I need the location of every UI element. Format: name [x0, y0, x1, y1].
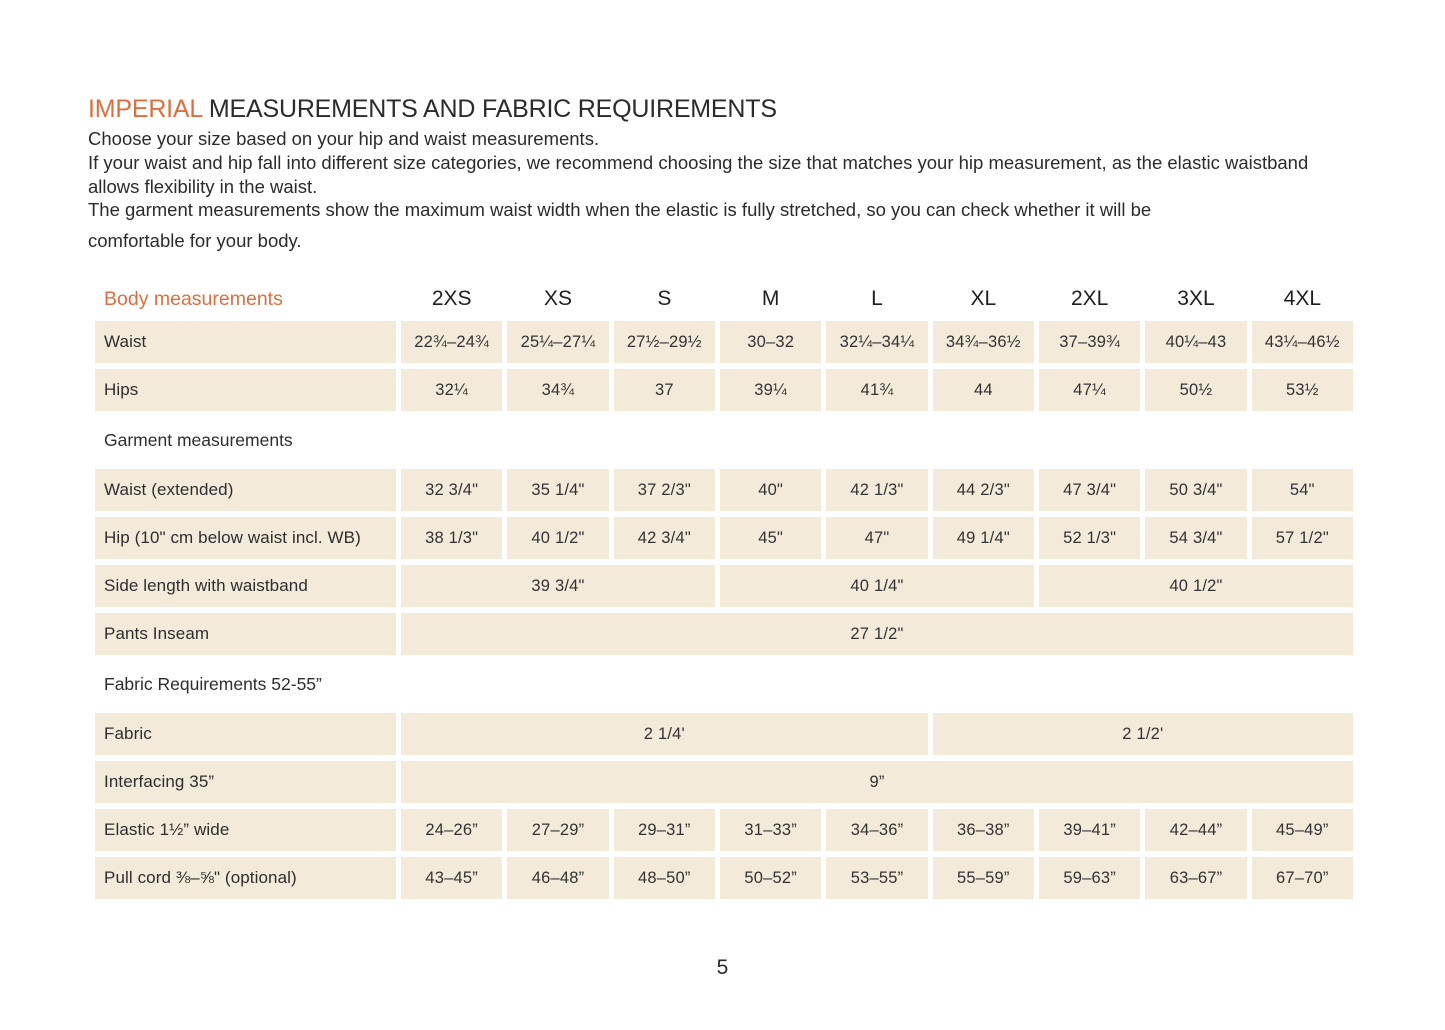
- side-length-value-2xl-4xl: 40 1/2": [1039, 565, 1353, 607]
- waist-extended-value-xl: 44 2/3": [932, 469, 1034, 511]
- pull-cord-value-2xs: 43–45”: [401, 857, 503, 899]
- intro-text: Choose your size based on your hip and w…: [88, 127, 1358, 253]
- side-length-value-2xs-s: 39 3/4": [401, 565, 715, 607]
- hip-below-value-3xl: 54 3/4": [1145, 517, 1247, 559]
- row-label-interfacing: Interfacing 35”: [95, 761, 396, 803]
- pants-inseam-value-all-sizes: 27 1/2": [401, 613, 1353, 655]
- waist-value-xl: 34¾–36½: [932, 321, 1034, 363]
- row-label-fabric: Fabric: [95, 713, 396, 755]
- pull-cord-value-xs: 46–48”: [507, 857, 609, 899]
- waist-extended-value-m: 40": [720, 469, 822, 511]
- waist-value-m: 30–32: [720, 321, 822, 363]
- row-label-side-length: Side length with waistband: [95, 565, 396, 607]
- hips-value-2xl: 47¼: [1039, 369, 1141, 411]
- page-title-highlight: IMPERIAL: [88, 95, 203, 123]
- waist-extended-value-4xl: 54": [1251, 469, 1353, 511]
- hips-value-s: 37: [613, 369, 715, 411]
- row-label-elastic: Elastic 1½” wide: [95, 809, 396, 851]
- pull-cord-value-l: 53–55”: [826, 857, 928, 899]
- size-column-header-4xl: 4XL: [1283, 287, 1322, 310]
- row-label-waist-extended: Waist (extended): [95, 469, 396, 511]
- page-title: IMPERIAL MEASUREMENTS AND FABRIC REQUIRE…: [88, 94, 1358, 124]
- hips-value-xs: 34¾: [507, 369, 609, 411]
- table-header-body-measurements: Body measurements: [104, 287, 283, 310]
- row-label-hip-below-waist: Hip (10" cm below waist incl. WB): [95, 517, 396, 559]
- hips-value-2xs: 32¼: [401, 369, 503, 411]
- pull-cord-value-xl: 55–59”: [932, 857, 1034, 899]
- hips-value-xl: 44: [932, 369, 1034, 411]
- section-header-fabric-requirements: Fabric Requirements 52-55”: [104, 673, 322, 694]
- page-number: 5: [716, 956, 729, 979]
- pull-cord-value-4xl: 67–70”: [1251, 857, 1353, 899]
- pull-cord-value-s: 48–50”: [613, 857, 715, 899]
- page-title-rest: MEASUREMENTS AND FABRIC REQUIREMENTS: [202, 95, 777, 123]
- size-column-header-xs: XS: [543, 287, 572, 310]
- elastic-value-2xs: 24–26”: [401, 809, 503, 851]
- size-column-header-m: M: [761, 287, 780, 310]
- interfacing-value-all-sizes: 9”: [401, 761, 1353, 803]
- intro-paragraph-3: The garment measurements show the maximu…: [88, 198, 1333, 253]
- size-column-header-2xs: 2XS: [431, 287, 472, 310]
- intro-paragraph-2: If your waist and hip fall into differen…: [88, 151, 1309, 197]
- waist-extended-value-xs: 35 1/4": [507, 469, 609, 511]
- elastic-value-4xl: 45–49”: [1251, 809, 1353, 851]
- hip-below-value-2xs: 38 1/3": [401, 517, 503, 559]
- size-column-header-2xl: 2XL: [1070, 287, 1109, 310]
- fabric-value-xl-4xl: 2 1/2': [932, 713, 1353, 755]
- hips-value-m: 39¼: [720, 369, 822, 411]
- size-column-header-3xl: 3XL: [1177, 287, 1215, 310]
- row-label-waist: Waist: [95, 321, 396, 363]
- waist-value-xs: 25¼–27¼: [507, 321, 609, 363]
- hips-value-3xl: 50½: [1145, 369, 1247, 411]
- waist-extended-value-s: 37 2/3": [613, 469, 715, 511]
- hip-below-value-xl: 49 1/4": [932, 517, 1034, 559]
- hip-below-value-s: 42 3/4": [613, 517, 715, 559]
- waist-extended-value-l: 42 1/3": [826, 469, 928, 511]
- hips-value-4xl: 53½: [1251, 369, 1353, 411]
- fabric-value-2xs-l: 2 1/4': [401, 713, 928, 755]
- waist-value-3xl: 40¼–43: [1145, 321, 1247, 363]
- elastic-value-3xl: 42–44”: [1145, 809, 1247, 851]
- intro-paragraph-1: Choose your size based on your hip and w…: [88, 128, 600, 149]
- hip-below-value-l: 47": [826, 517, 928, 559]
- pull-cord-value-2xl: 59–63”: [1039, 857, 1141, 899]
- waist-value-2xl: 37–39¾: [1039, 321, 1141, 363]
- hip-below-value-xs: 40 1/2": [507, 517, 609, 559]
- hip-below-value-2xl: 52 1/3": [1039, 517, 1141, 559]
- pull-cord-value-3xl: 63–67”: [1145, 857, 1247, 899]
- intro-paragraph-3-tail: comfortable for your body.: [88, 230, 302, 252]
- measurements-table: Body measurements 2XS XS S M L XL 2XL 3X…: [95, 283, 1353, 899]
- waist-extended-value-3xl: 50 3/4": [1145, 469, 1247, 511]
- elastic-value-l: 34–36”: [826, 809, 928, 851]
- hips-value-l: 41¾: [826, 369, 928, 411]
- side-length-value-m-xl: 40 1/4": [720, 565, 1034, 607]
- waist-extended-value-2xl: 47 3/4": [1039, 469, 1141, 511]
- pull-cord-value-m: 50–52”: [720, 857, 822, 899]
- intro-paragraph-3-head: The garment measurements show the maximu…: [88, 199, 1152, 221]
- waist-value-l: 32¼–34¼: [826, 321, 928, 363]
- hip-below-value-4xl: 57 1/2": [1251, 517, 1353, 559]
- size-column-header-s: S: [657, 287, 672, 310]
- waist-value-2xs: 22¾–24¾: [401, 321, 503, 363]
- elastic-value-m: 31–33”: [720, 809, 822, 851]
- elastic-value-2xl: 39–41”: [1039, 809, 1141, 851]
- waist-value-s: 27½–29½: [613, 321, 715, 363]
- row-label-hips: Hips: [95, 369, 396, 411]
- waist-extended-value-2xs: 32 3/4": [401, 469, 503, 511]
- elastic-value-xl: 36–38”: [932, 809, 1034, 851]
- hip-below-value-m: 45": [720, 517, 822, 559]
- size-column-header-xl: XL: [970, 287, 997, 310]
- section-header-garment-measurements: Garment measurements: [104, 429, 293, 450]
- document-content: IMPERIAL MEASUREMENTS AND FABRIC REQUIRE…: [88, 94, 1358, 253]
- waist-value-4xl: 43¼–46½: [1251, 321, 1353, 363]
- row-label-pull-cord: Pull cord ⅜–⅝" (optional): [95, 857, 396, 899]
- row-label-pants-inseam: Pants Inseam: [95, 613, 396, 655]
- size-column-header-l: L: [871, 287, 883, 310]
- elastic-value-xs: 27–29”: [507, 809, 609, 851]
- elastic-value-s: 29–31”: [613, 809, 715, 851]
